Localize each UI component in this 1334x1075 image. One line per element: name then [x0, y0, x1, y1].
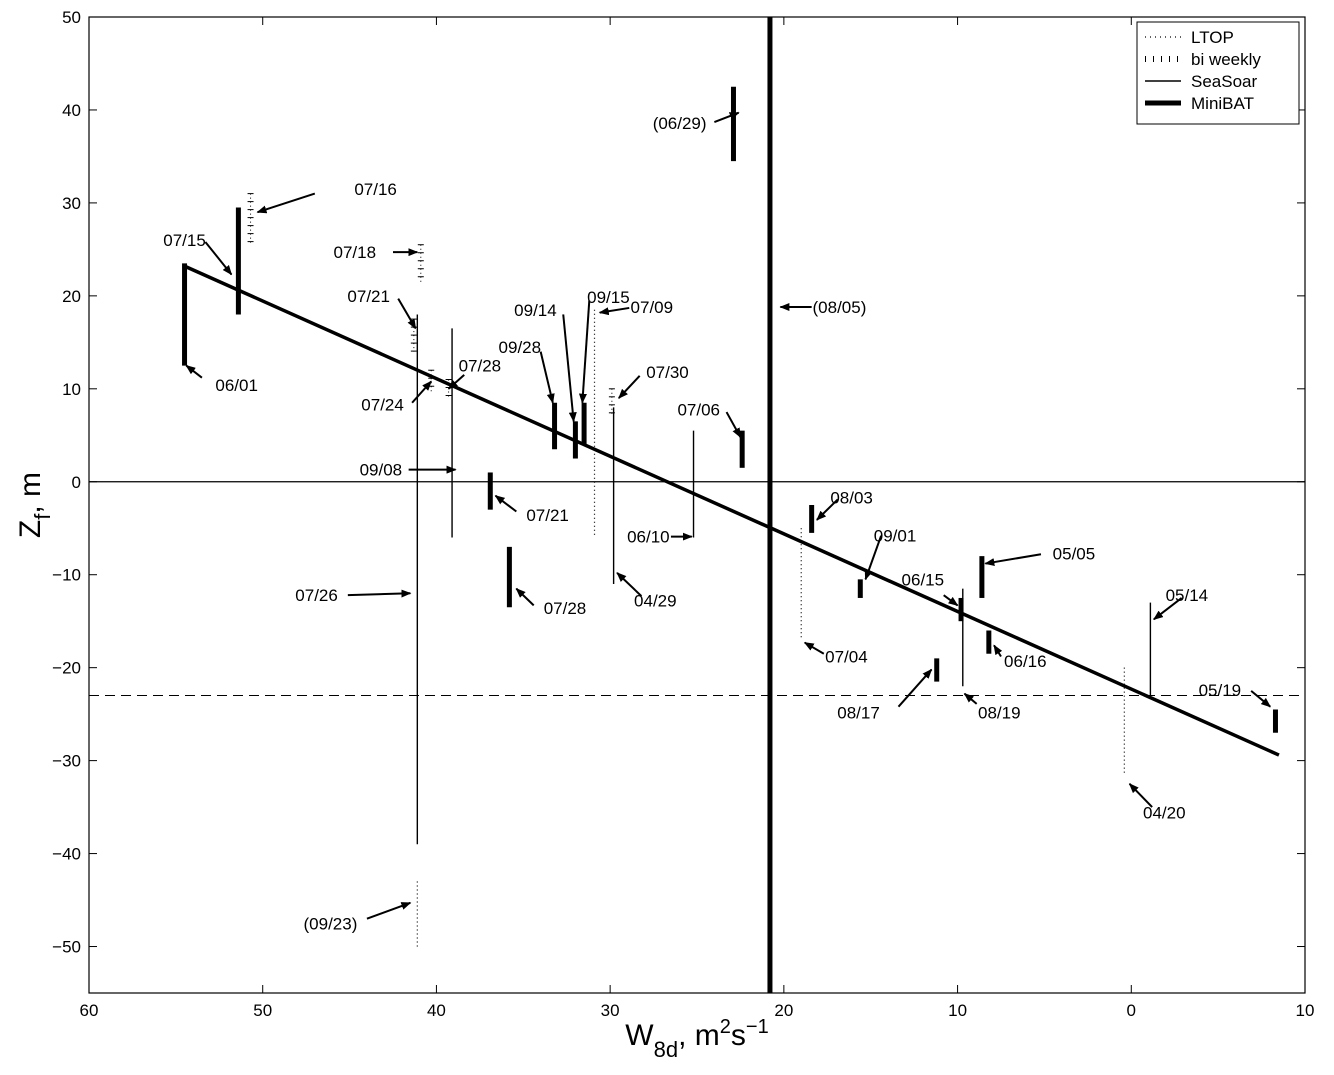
annotation-label: 07/15 [163, 231, 206, 250]
annotation-arrow [985, 554, 1041, 563]
annotation-label: 06/16 [1004, 652, 1047, 671]
annotation-label: 08/03 [830, 489, 873, 508]
annotation-label: (06/29) [653, 114, 707, 133]
annotation-label: (08/05) [813, 298, 867, 317]
annotation-label: 09/08 [360, 461, 403, 480]
annotation-arrow [817, 499, 838, 519]
x-tick-label: 30 [601, 1001, 620, 1020]
legend-label: LTOP [1191, 28, 1234, 47]
annotation-label: 07/28 [544, 599, 587, 618]
annotation-arrow [994, 645, 1001, 656]
annotation-label: 07/16 [354, 180, 397, 199]
y-tick-label: −20 [52, 659, 81, 678]
x-axis-label: W8d, m2s−1 [625, 1016, 768, 1062]
legend-label: SeaSoar [1191, 72, 1257, 91]
annotation-label: 07/30 [646, 363, 689, 382]
annotation-arrow [582, 301, 589, 403]
annotation-label: 08/19 [978, 703, 1021, 722]
annotation-label: 08/17 [837, 703, 880, 722]
annotation-arrow [348, 593, 411, 595]
annotation-label: 09/14 [514, 301, 557, 320]
annotation-arrow [617, 573, 641, 596]
x-tick-label: 10 [1296, 1001, 1315, 1020]
annotation-arrow [205, 242, 231, 275]
y-tick-label: 10 [62, 380, 81, 399]
annotation-arrow [516, 589, 533, 606]
annotation-label: 06/10 [627, 528, 670, 547]
annotation-arrow [495, 496, 516, 512]
annotation-arrow [899, 670, 932, 707]
annotation-label: 07/18 [334, 243, 377, 262]
annotation-arrow [1251, 691, 1270, 707]
annotation-arrow [541, 352, 553, 403]
y-tick-label: 50 [62, 8, 81, 27]
annotation-label: (09/23) [304, 914, 358, 933]
y-axis-label: Zf, m [14, 472, 55, 538]
annotation-label: 07/21 [526, 506, 569, 525]
annotation-arrow [563, 314, 573, 421]
y-tick-label: −50 [52, 938, 81, 957]
annotation-label: 06/01 [215, 376, 258, 395]
annotation-arrow [412, 381, 431, 402]
x-tick-label: 60 [80, 1001, 99, 1020]
y-tick-label: 0 [72, 473, 81, 492]
y-tick-label: −40 [52, 845, 81, 864]
x-tick-label: 10 [948, 1001, 967, 1020]
legend: LTOP bi weekly SeaSoar MiniBAT [1137, 22, 1299, 124]
annotation-label: 09/28 [499, 338, 542, 357]
annotation-arrow [944, 595, 958, 605]
annotation-label: 07/24 [361, 396, 404, 415]
x-tick-label: 40 [427, 1001, 446, 1020]
annotation-label: 09/15 [587, 288, 630, 307]
annotation-arrow [600, 308, 630, 313]
x-tick-label: 0 [1127, 1001, 1136, 1020]
annotation-label: 07/21 [347, 287, 390, 306]
annotation-label: 07/04 [825, 648, 868, 667]
annotation-label: 06/15 [902, 570, 945, 589]
x-tick-label: 20 [774, 1001, 793, 1020]
annotation-arrow [186, 366, 202, 378]
annotation-arrow [1130, 784, 1153, 807]
plot-frame [89, 17, 1305, 993]
annotation-label: 05/19 [1199, 681, 1242, 700]
annotation-arrow [619, 376, 640, 398]
annotation-label: 05/05 [1053, 544, 1096, 563]
annotation-label: 07/09 [631, 298, 674, 317]
annotation-arrow [367, 903, 410, 919]
annotation-label: 07/26 [295, 586, 338, 605]
annotation-arrow [727, 412, 741, 437]
x-tick-label: 50 [253, 1001, 272, 1020]
regression-line [185, 266, 1279, 755]
legend-label: bi weekly [1191, 50, 1261, 69]
y-tick-label: −30 [52, 752, 81, 771]
annotation-label: 05/14 [1166, 586, 1209, 605]
annotation-label: 04/20 [1143, 804, 1186, 823]
legend-label: MiniBAT [1191, 94, 1254, 113]
y-tick-label: 20 [62, 287, 81, 306]
annotation-arrow [805, 643, 824, 654]
y-tick-label: 40 [62, 101, 81, 120]
annotation-label: 07/06 [677, 400, 720, 419]
annotation-arrow [258, 194, 315, 213]
y-tick-label: −10 [52, 566, 81, 585]
annotation-arrow [398, 299, 415, 329]
annotation-label: 07/28 [459, 357, 502, 376]
plot-area: 07/16 07/15 07/18 06/01 07/21 07/24 07/28 09/08… [89, 17, 1305, 993]
y-tick-label: 30 [62, 194, 81, 213]
